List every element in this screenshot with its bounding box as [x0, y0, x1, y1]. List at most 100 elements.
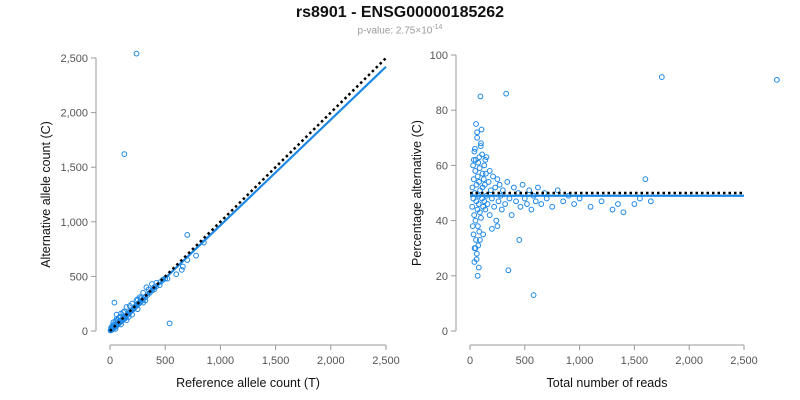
right-data-point: [505, 267, 512, 274]
right-data-point: [498, 206, 505, 213]
right-data-point: [471, 259, 478, 265]
right-data-point: [474, 223, 481, 230]
right-data-point: [492, 184, 499, 191]
right-data-point: [560, 198, 567, 205]
right-data-point: [470, 176, 477, 183]
right-data-point: [508, 212, 515, 218]
right-data-point: [471, 148, 478, 155]
right-data-point: [484, 201, 491, 207]
right-data-point: [510, 184, 517, 191]
right-data-point: [477, 143, 484, 149]
right-data-point: [479, 170, 486, 177]
right-y-tick-label: 20: [436, 271, 448, 283]
right-data-point: [481, 181, 488, 188]
right-data-point: [517, 203, 524, 210]
right-data-point: [554, 187, 561, 194]
left-data-point: [126, 302, 133, 309]
right-data-point: [495, 198, 502, 205]
right-data-point: [620, 209, 627, 216]
right-x-tick-label: 1,000: [566, 355, 594, 367]
right-data-point: [470, 156, 477, 163]
left-data-point: [166, 320, 173, 327]
right-data-point: [472, 168, 479, 174]
left-x-tick-label: 0: [107, 355, 113, 367]
left-data-point: [173, 271, 180, 278]
left-y-tick-label: 500: [70, 271, 88, 283]
right-data-point: [642, 176, 649, 183]
right-data-point: [486, 212, 493, 218]
right-data-point: [538, 201, 545, 207]
right-data-point: [476, 209, 483, 216]
right-data-point: [535, 184, 541, 191]
right-data-point: [472, 145, 478, 152]
right-x-axis-label: Total number of reads: [547, 376, 668, 390]
left-data-point: [121, 151, 128, 157]
right-data-point: [481, 162, 488, 169]
right-data-point: [598, 198, 605, 205]
right-data-point: [491, 203, 498, 210]
left-x-axis-label: Reference allele count (T): [176, 376, 320, 390]
right-x-tick-label: 500: [516, 355, 534, 367]
right-data-point: [475, 201, 482, 207]
right-data-point: [487, 187, 494, 194]
right-data-point: [502, 201, 508, 207]
right-data-point: [480, 176, 487, 183]
right-data-point: [478, 126, 485, 133]
right-data-point: [494, 176, 501, 183]
right-data-point: [473, 121, 479, 127]
left-x-tick-label: 500: [156, 355, 174, 367]
left-y-tick-label: 1,500: [60, 162, 88, 174]
right-data-point: [647, 198, 654, 205]
left-y-tick-label: 2,500: [60, 53, 88, 65]
right-data-point: [524, 201, 530, 207]
right-data-point: [631, 201, 638, 207]
right-data-point: [469, 203, 476, 210]
right-data-point: [474, 134, 481, 141]
right-panel-percentage: Total number of reads Percentage alterna…: [410, 50, 780, 390]
left-y-tick-label: 0: [82, 326, 88, 338]
right-data-point: [496, 181, 503, 188]
left-x-tick-label: 2,000: [317, 355, 345, 367]
right-data-point: [482, 156, 489, 163]
right-y-axis-label: Percentage alternative (C): [410, 120, 424, 266]
right-data-point: [549, 203, 556, 210]
right-data-point: [486, 168, 493, 174]
left-data-point: [145, 286, 152, 293]
right-data-point: [475, 264, 482, 271]
left-x-tick-label: 2,500: [372, 355, 400, 367]
pvalue-text: p-value: 2.75×10: [357, 25, 433, 37]
chart-title: rs8901 - ENSG00000185262: [295, 4, 505, 21]
right-data-point: [499, 187, 506, 194]
right-data-point: [658, 74, 665, 80]
right-data-point: [476, 237, 483, 243]
left-y-axis-label: Alternative allele count (C): [39, 121, 53, 268]
right-data-point: [472, 217, 479, 224]
right-data-point: [516, 237, 523, 243]
left-data-point: [136, 294, 143, 301]
right-x-tick-label: 2,500: [730, 355, 758, 367]
chart-subtitle: p-value: 2.75×10-14: [0, 24, 800, 36]
right-data-point: [474, 173, 481, 180]
left-data-point: [184, 232, 191, 238]
right-data-point: [526, 187, 533, 194]
right-data-point: [504, 179, 511, 185]
right-data-point: [469, 223, 476, 230]
right-data-point: [476, 165, 483, 172]
right-data-point: [493, 217, 500, 224]
left-panel-allele-counts: Reference allele count (T) Alternative a…: [39, 50, 400, 390]
pvalue-exponent: -14: [432, 24, 443, 31]
right-data-point: [530, 292, 537, 299]
left-data-point: [134, 306, 141, 313]
left-x-tick-label: 1,000: [207, 355, 235, 367]
right-data-point: [474, 272, 481, 279]
left-data-point: [111, 299, 118, 306]
left-fit-line: [109, 65, 387, 332]
right-data-point: [470, 231, 477, 238]
right-y-tick-label: 60: [436, 160, 448, 172]
left-data-point: [178, 266, 185, 273]
right-data-point: [477, 93, 484, 100]
right-data-point: [470, 162, 476, 169]
right-data-point: [471, 212, 478, 218]
left-reference-line: [109, 57, 387, 332]
right-y-tick-label: 40: [436, 216, 448, 228]
